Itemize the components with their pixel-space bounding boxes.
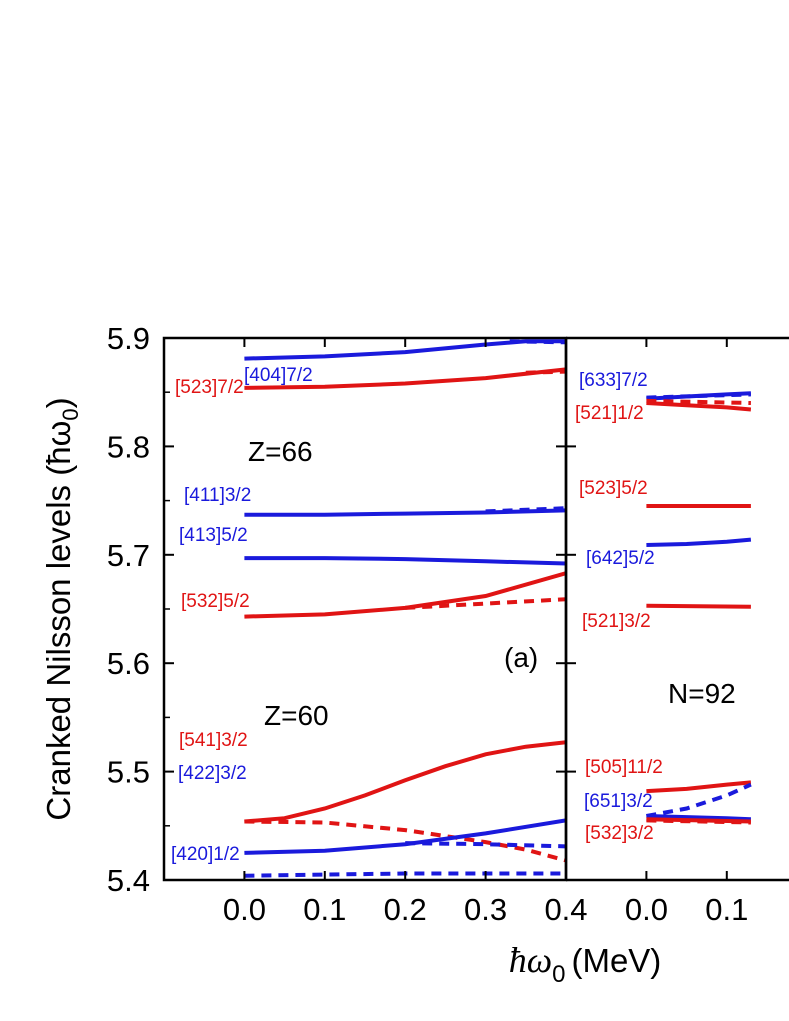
panel-b-level-label: [523]5/2 [579,478,648,499]
y-tick-label: 5.5 [107,755,150,790]
panel-a-level-label: [411]3/2 [184,485,251,506]
panel-b-level-6425-2-solid [646,537,752,547]
panel-b-level-6513-2-solid [646,814,751,822]
panel-a-x-tick-label: 0.4 [544,892,587,927]
y-tick-label: 5.6 [107,646,150,681]
panel-a-level-label: [523]7/2 [175,377,244,398]
y-tick-label: 5.7 [107,538,150,573]
x-axis-title-symbol: ħω [509,940,552,980]
panel-a-level-label: [532]5/2 [181,591,250,612]
panel-b-level-label: [505]11/2 [585,757,663,778]
panel-b-level-5323-2-solid [646,817,751,824]
panel-a-level-label: [541]3/2 [179,730,248,751]
panel-b-level-label: [521]1/2 [575,403,644,424]
panel-a-level-4223-2-solid [244,818,566,855]
panel-a-level-4223-2-dashed [405,841,566,849]
panel-b-level-label: [633]7/2 [579,370,648,391]
panel-a-level-4113-2-solid [244,508,566,517]
panel-a-x-tick-label: 0.3 [464,892,507,927]
panel-b-level-5211-2-dashed [646,398,751,405]
panel-a-level-label: [420]1/2 [171,844,240,865]
panel-b-x-tick-label: 0.0 [625,892,668,927]
panel-b-annotation-n92: N=92 [668,678,736,709]
panel-b-x-tick-label: 0.1 [705,892,748,927]
panel-a-level-5325-2-solid [244,571,566,619]
panel-b-level-50511-2-solid [646,780,752,794]
y-axis-title: Cranked Nilsson levels (ħω0) [40,397,83,820]
panel-a-x-tick-label: 0.2 [384,892,427,927]
panel-a-level-4047-2-solid [244,339,566,361]
panel-a-x-tick-label: 0.1 [303,892,346,927]
panel-b-level-label: [532]3/2 [585,823,654,844]
panel-b-level-6337-2-solid [646,391,751,401]
panel-a-level-label: [404]7/2 [244,365,313,386]
panel-b-level-6513-2-dashed [646,782,752,818]
panel-a-curves [244,339,566,878]
panel-b-level-label: [521]3/2 [582,611,651,632]
panel-b-level-label: [651]3/2 [584,791,653,812]
panel-a-annotation-z60: Z=60 [264,700,329,731]
y-tick-label: 5.4 [107,863,150,898]
panel-b-level-5211-2-solid [646,401,752,412]
y-tick-label: 5.8 [107,429,150,464]
y-axis-title-close: ) [40,397,77,408]
panel-a-label: (a) [504,642,538,673]
panel-b-level-label: [642]5/2 [586,548,655,569]
x-axis-title-unit: (MeV) [571,942,661,979]
panel-a-level-5413-2-solid [244,740,566,824]
panel-b-curves [646,391,752,825]
panel-a-x-tick-label: 0.0 [223,892,266,927]
panel-b-level-5213-2-solid [646,603,751,609]
panel-a-level-5413-2-dashed [244,819,566,863]
x-axis-title-subscript: 0 [552,961,565,988]
y-axis-title-subscript: 0 [58,408,83,420]
panel-a-level-5325-2-dashed [405,597,566,610]
panel-a-annotation-z66: Z=66 [248,436,313,467]
panel-a-level-label: [422]3/2 [178,763,247,784]
panel-a-level-4135-2-solid [244,556,566,566]
panel-a-level-label: [413]5/2 [179,525,248,546]
panel-a-level-5237-2-solid [244,367,566,390]
x-axis-title: ħω0 (MeV) [509,940,662,988]
y-tick-label: 5.9 [107,321,150,356]
